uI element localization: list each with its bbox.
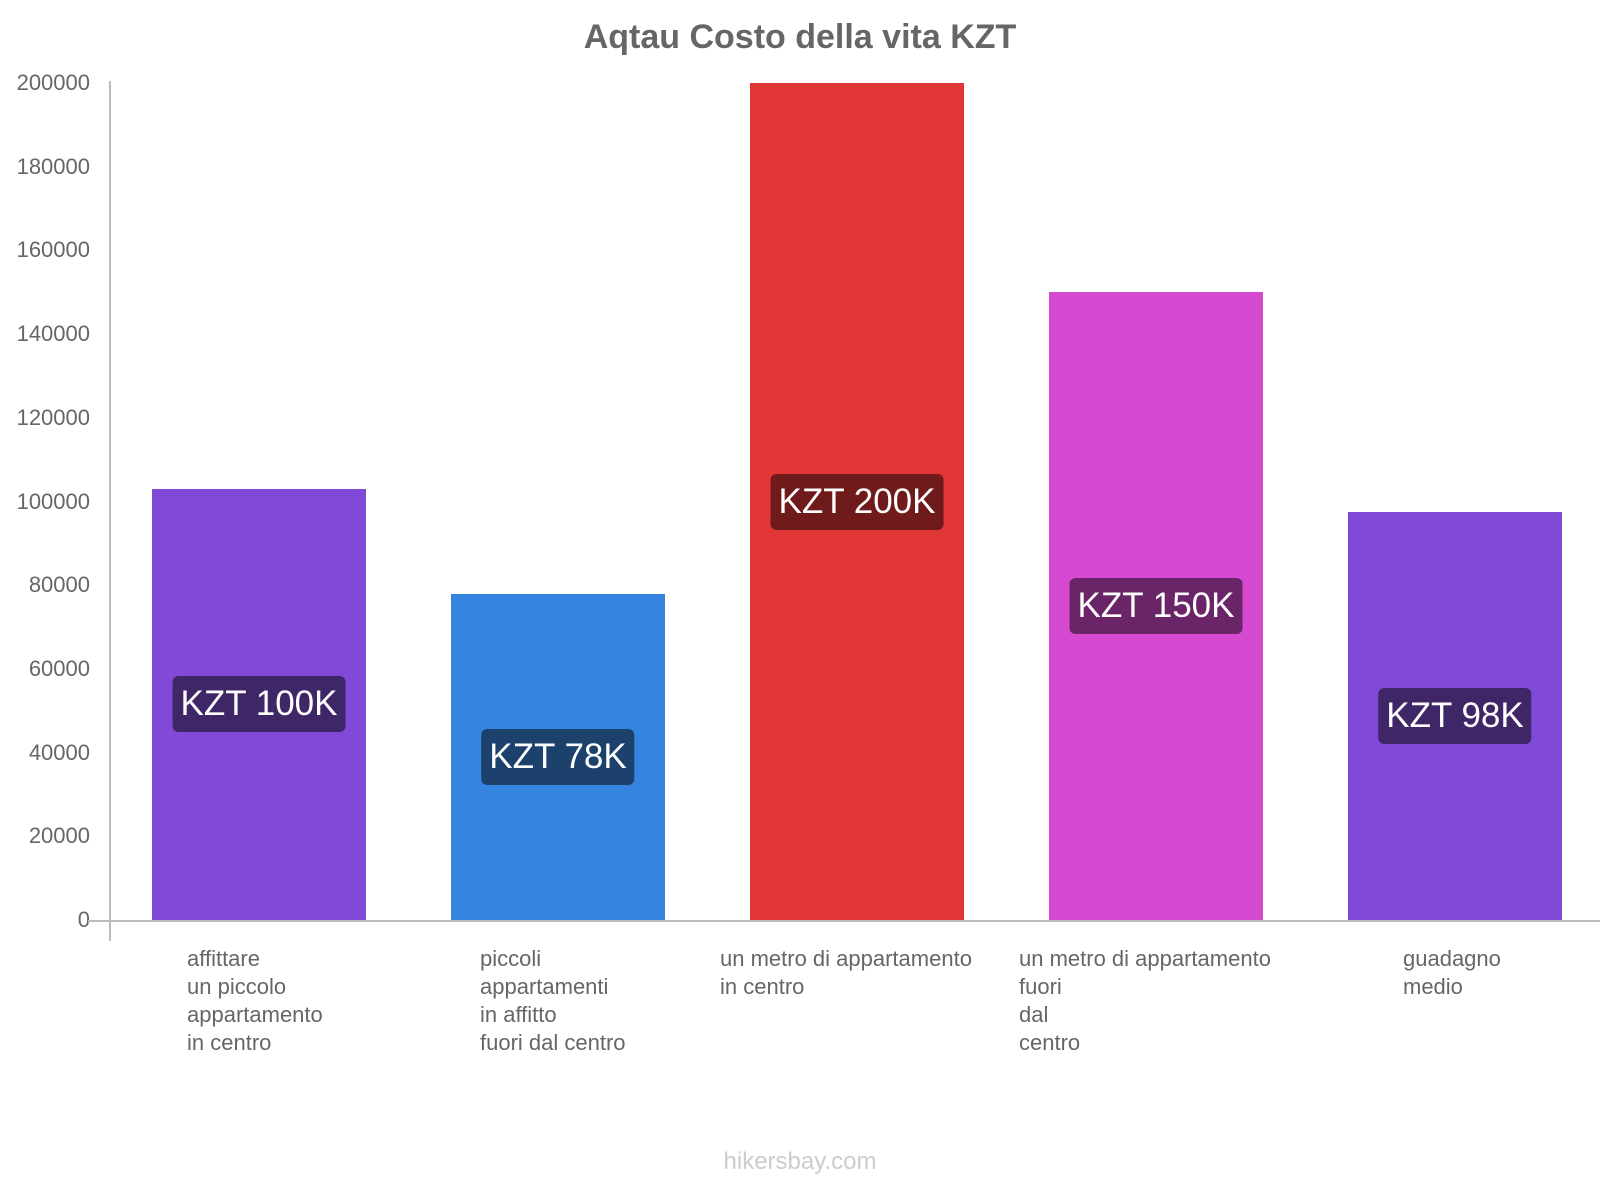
footer-watermark: hikersbay.com xyxy=(723,1148,877,1175)
y-tick-label: 80000 xyxy=(28,572,90,598)
x-category-label: affittare un piccolo appartamento in cen… xyxy=(187,946,323,1055)
y-tick-label: 20000 xyxy=(28,823,90,849)
bar-value-label: KZT 78K xyxy=(481,728,635,785)
bar-value-label: KZT 200K xyxy=(770,473,944,530)
y-tick-label: 0 xyxy=(77,907,90,932)
x-category-label: piccoli appartamenti in affitto fuori da… xyxy=(480,946,626,1055)
y-tick-label: 60000 xyxy=(28,655,90,681)
y-tick-label: 200000 xyxy=(16,70,90,95)
y-tick-label: 120000 xyxy=(16,404,90,430)
y-tick-label: 40000 xyxy=(28,739,90,765)
y-tick-label: 140000 xyxy=(16,321,90,347)
x-category-label: un metro di appartamento fuori dal centr… xyxy=(1019,946,1271,1055)
x-category-label: guadagno medio xyxy=(1403,946,1501,999)
y-axis-line xyxy=(109,81,111,941)
y-tick-label: 160000 xyxy=(16,237,90,263)
bar-value-label: KZT 98K xyxy=(1378,687,1532,744)
y-tick-label: 100000 xyxy=(16,488,90,514)
x-category-label: un metro di appartamento in centro xyxy=(720,946,972,999)
bar-value-label: KZT 100K xyxy=(172,676,346,733)
y-tick-label: 180000 xyxy=(16,153,90,179)
chart-title: Aqtau Costo della vita KZT xyxy=(583,18,1017,56)
bar-value-label: KZT 150K xyxy=(1069,578,1243,635)
x-axis-line xyxy=(88,920,1600,922)
